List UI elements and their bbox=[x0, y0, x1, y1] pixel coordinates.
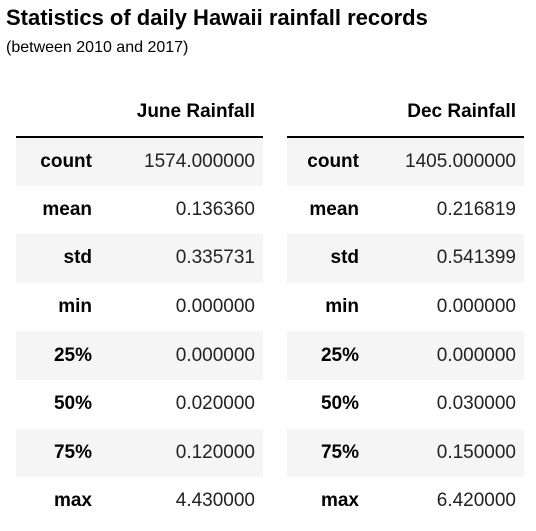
row-label: count bbox=[307, 150, 359, 172]
row-label: 75% bbox=[320, 441, 359, 463]
row-label: 50% bbox=[53, 393, 92, 415]
table-header-row: Dec Rainfall bbox=[287, 88, 524, 138]
table-row: 75% 0.150000 bbox=[287, 428, 524, 478]
row-label: std bbox=[63, 247, 93, 269]
table-row: mean 0.136360 bbox=[16, 186, 263, 235]
column-header: Dec Rainfall bbox=[367, 88, 524, 138]
cell-value: 1405.000000 bbox=[405, 150, 516, 172]
cell-value: 0.136360 bbox=[175, 198, 255, 220]
cell-value: 0.030000 bbox=[436, 393, 516, 415]
table-row: 75% 0.120000 bbox=[16, 428, 263, 478]
cell-value: 0.000000 bbox=[175, 296, 255, 318]
table-row: 50% 0.030000 bbox=[287, 380, 524, 429]
cell-value: 0.216819 bbox=[436, 198, 516, 220]
table-row: count 1405.000000 bbox=[287, 137, 524, 186]
row-label: min bbox=[325, 296, 359, 318]
row-label: mean bbox=[309, 198, 359, 220]
dec-rainfall-table: Dec Rainfall count 1405.000000 mean 0.2168… bbox=[287, 88, 524, 526]
table-row: 50% 0.020000 bbox=[16, 380, 263, 429]
row-label: min bbox=[58, 296, 92, 318]
row-label: 75% bbox=[53, 441, 92, 463]
cell-value: 0.120000 bbox=[175, 441, 255, 463]
row-label: std bbox=[330, 247, 360, 269]
row-label: count bbox=[40, 150, 92, 172]
page-subtitle: (between 2010 and 2017) bbox=[6, 39, 189, 56]
row-label: 50% bbox=[320, 393, 359, 415]
table-row: max 4.430000 bbox=[16, 477, 263, 526]
row-label: max bbox=[320, 490, 359, 512]
cell-value: 4.430000 bbox=[175, 490, 255, 512]
table-header-row: June Rainfall bbox=[16, 88, 263, 138]
header-corner bbox=[16, 88, 100, 138]
cell-value: 6.420000 bbox=[436, 490, 516, 512]
june-rainfall-table: June Rainfall count 1574.000000 mean 0.136… bbox=[16, 88, 263, 526]
cell-value: 0.000000 bbox=[436, 296, 516, 318]
table-row: max 6.420000 bbox=[287, 477, 524, 526]
cell-value: 0.000000 bbox=[175, 344, 255, 366]
cell-value: 1574.000000 bbox=[144, 150, 255, 172]
header-corner bbox=[287, 88, 367, 138]
row-label: max bbox=[53, 490, 92, 512]
table-row: min 0.000000 bbox=[287, 283, 524, 332]
row-label: mean bbox=[42, 198, 92, 220]
row-label: 25% bbox=[320, 344, 359, 366]
cell-value: 0.335731 bbox=[175, 247, 255, 269]
cell-value: 0.000000 bbox=[436, 344, 516, 366]
cell-value: 0.020000 bbox=[175, 393, 255, 415]
row-label: 25% bbox=[53, 344, 92, 366]
page-title: Statistics of daily Hawaii rainfall reco… bbox=[6, 5, 428, 30]
cell-value: 0.150000 bbox=[436, 441, 516, 463]
table-row: mean 0.216819 bbox=[287, 186, 524, 235]
table-row: min 0.000000 bbox=[16, 283, 263, 332]
table-row: std 0.541399 bbox=[287, 234, 524, 283]
table-row: std 0.335731 bbox=[16, 234, 263, 283]
cell-value: 0.541399 bbox=[436, 247, 516, 269]
table-row: 25% 0.000000 bbox=[287, 331, 524, 380]
table-row: count 1574.000000 bbox=[16, 137, 263, 186]
column-header: June Rainfall bbox=[100, 88, 263, 138]
table-row: 25% 0.000000 bbox=[16, 331, 263, 380]
